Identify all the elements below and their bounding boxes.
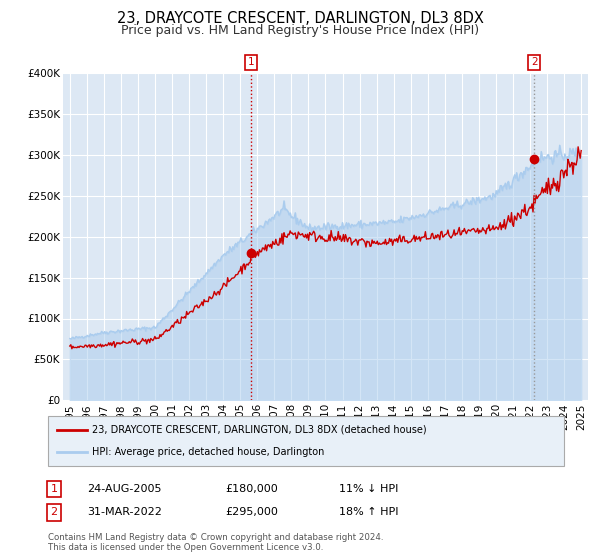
Text: This data is licensed under the Open Government Licence v3.0.: This data is licensed under the Open Gov… <box>48 543 323 552</box>
Text: 23, DRAYCOTE CRESCENT, DARLINGTON, DL3 8DX: 23, DRAYCOTE CRESCENT, DARLINGTON, DL3 8… <box>116 11 484 26</box>
Text: 2: 2 <box>50 507 58 517</box>
Text: 1: 1 <box>50 484 58 494</box>
Text: 1: 1 <box>248 57 254 67</box>
Text: 24-AUG-2005: 24-AUG-2005 <box>87 484 161 494</box>
Text: 23, DRAYCOTE CRESCENT, DARLINGTON, DL3 8DX (detached house): 23, DRAYCOTE CRESCENT, DARLINGTON, DL3 8… <box>92 424 427 435</box>
Text: £295,000: £295,000 <box>225 507 278 517</box>
Text: 31-MAR-2022: 31-MAR-2022 <box>87 507 162 517</box>
Text: Contains HM Land Registry data © Crown copyright and database right 2024.: Contains HM Land Registry data © Crown c… <box>48 533 383 542</box>
Text: Price paid vs. HM Land Registry's House Price Index (HPI): Price paid vs. HM Land Registry's House … <box>121 24 479 36</box>
Text: 2: 2 <box>531 57 538 67</box>
Text: HPI: Average price, detached house, Darlington: HPI: Average price, detached house, Darl… <box>92 447 324 457</box>
Text: 18% ↑ HPI: 18% ↑ HPI <box>339 507 398 517</box>
Text: 11% ↓ HPI: 11% ↓ HPI <box>339 484 398 494</box>
Text: £180,000: £180,000 <box>225 484 278 494</box>
